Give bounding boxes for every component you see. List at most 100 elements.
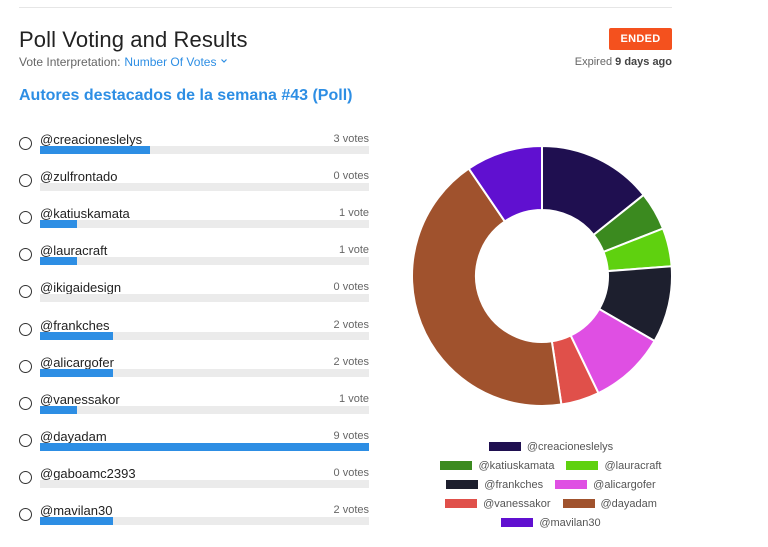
poll-option-bar-track xyxy=(40,220,369,229)
legend-swatch xyxy=(562,499,595,508)
poll-option[interactable]: @lauracraft 1 vote xyxy=(19,243,369,274)
legend-item[interactable]: @mavilan30 xyxy=(501,516,601,529)
vote-interpretation-dropdown[interactable]: Number Of Votes xyxy=(124,55,228,69)
poll-option[interactable]: @vanessakor 1 vote xyxy=(19,391,369,423)
poll-option-votes: 3 votes xyxy=(333,133,369,145)
legend-item[interactable]: @lauracraft xyxy=(566,459,662,472)
legend-item[interactable]: @alicargofer xyxy=(555,479,656,491)
poll-option-bar-track xyxy=(40,257,369,266)
legend-item[interactable]: @frankches xyxy=(446,479,543,491)
poll-option-votes: 1 vote xyxy=(339,244,369,257)
legend-label: @dayadam xyxy=(600,497,657,510)
donut-slice xyxy=(411,167,563,407)
poll-option-label: @lauracraft xyxy=(40,243,108,259)
poll-option-label: @alicargofer xyxy=(40,354,114,370)
poll-option-radio[interactable] xyxy=(19,211,32,225)
legend-swatch xyxy=(555,480,588,489)
legend-label: @vanessakor xyxy=(483,497,551,510)
legend-swatch xyxy=(566,461,599,470)
poll-option-label: @frankches xyxy=(40,317,110,333)
poll-option-bar-fill xyxy=(40,220,77,229)
legend-item[interactable]: @dayadam xyxy=(562,497,657,510)
poll-option[interactable]: @gaboamc2393 0 votes xyxy=(19,466,369,497)
poll-option-bar-track xyxy=(40,146,369,154)
poll-option-bar-fill xyxy=(40,405,77,414)
poll-option[interactable]: @zulfrontado 0 votes xyxy=(19,169,369,200)
expired-prefix: Expired xyxy=(574,56,613,68)
legend-swatch xyxy=(501,518,534,527)
poll-option-bar-fill xyxy=(40,368,114,377)
poll-option-bar-track xyxy=(40,183,369,192)
legend-swatch xyxy=(445,499,478,508)
legend-item[interactable]: @creacioneslelys xyxy=(488,440,614,453)
poll-option-bar-track xyxy=(40,442,369,451)
expired-text: Expired 9 days ago xyxy=(575,56,672,68)
poll-option-radio[interactable] xyxy=(19,248,32,262)
status-badge: ENDED xyxy=(609,28,672,50)
poll-option-radio[interactable] xyxy=(19,433,32,447)
legend-label: @creacioneslelys xyxy=(526,440,614,453)
poll-option-label: @dayadam xyxy=(40,428,107,444)
poll-option-radio[interactable] xyxy=(19,359,32,373)
chevron-down-icon xyxy=(221,59,228,63)
poll-option-radio[interactable] xyxy=(19,322,32,336)
poll-option-label: @katiuskamata xyxy=(40,206,130,222)
poll-option-votes: 1 vote xyxy=(339,392,369,405)
poll-option-bar-fill xyxy=(40,146,150,154)
legend-row: @vanessakor @dayadam xyxy=(419,494,683,513)
poll-option-votes: 2 votes xyxy=(333,355,369,368)
poll-option-radio[interactable] xyxy=(19,137,32,150)
legend-label: @mavilan30 xyxy=(539,516,601,529)
poll-option-votes: 0 votes xyxy=(333,466,369,479)
poll-option-bar-track xyxy=(40,368,369,377)
poll-option-label: @ikigaidesign xyxy=(40,280,122,296)
legend-row: @creacioneslelys xyxy=(419,437,683,456)
expired-value: 9 days ago xyxy=(615,56,672,68)
legend-item[interactable]: @katiuskamata xyxy=(440,460,554,472)
legend-label: @frankches xyxy=(484,478,544,491)
poll-option-votes: 0 votes xyxy=(333,170,369,183)
page-title: Poll Voting and Results xyxy=(19,27,248,52)
poll-option[interactable]: @dayadam 9 votes xyxy=(19,428,369,460)
poll-option-radio[interactable] xyxy=(19,174,32,188)
top-divider xyxy=(19,7,672,8)
legend-label: @katiuskamata xyxy=(478,459,555,472)
legend-item[interactable]: @vanessakor xyxy=(445,497,551,510)
poll-option[interactable]: @mavilan30 2 votes xyxy=(19,503,369,534)
poll-title: Autores destacados de la semana #43 (Pol… xyxy=(19,87,353,104)
donut-chart xyxy=(411,144,673,407)
poll-option[interactable]: @frankches 2 votes xyxy=(19,317,369,349)
poll-option-votes: 1 vote xyxy=(339,207,369,220)
chart-legend: @creacioneslelys @katiuskamata @lauracraft… xyxy=(419,437,683,532)
poll-option[interactable]: @katiuskamata 1 vote xyxy=(19,206,369,237)
poll-option-radio[interactable] xyxy=(19,285,32,299)
poll-option-bar-track xyxy=(40,517,369,525)
poll-option-votes: 9 votes xyxy=(333,429,369,442)
vote-interpretation: Vote Interpretation: Number Of Votes xyxy=(19,55,228,69)
poll-option[interactable]: @ikigaidesign 0 votes xyxy=(19,280,369,311)
poll-option[interactable]: @alicargofer 2 votes xyxy=(19,354,369,386)
poll-option[interactable]: @creacioneslelys 3 votes xyxy=(19,132,369,163)
poll-option-votes: 0 votes xyxy=(333,281,369,294)
legend-label: @lauracraft xyxy=(604,459,662,472)
poll-option-label: @creacioneslelys xyxy=(40,132,143,147)
legend-label: @alicargofer xyxy=(593,478,656,491)
poll-option-votes: 2 votes xyxy=(333,504,369,516)
poll-option-bar-fill xyxy=(40,331,114,340)
poll-option-votes: 2 votes xyxy=(333,318,369,331)
poll-option-radio[interactable] xyxy=(19,470,32,484)
legend-row: @mavilan30 xyxy=(419,513,683,532)
poll-option-label: @mavilan30 xyxy=(40,503,113,518)
legend-row: @katiuskamata @lauracraft xyxy=(419,456,683,475)
poll-option-radio[interactable] xyxy=(19,396,32,410)
donut-slice xyxy=(467,144,543,223)
poll-option-bar-track xyxy=(40,331,369,340)
legend-row: @frankches @alicargofer xyxy=(419,475,683,494)
poll-option-label: @vanessakor xyxy=(40,391,120,407)
poll-option-bar-fill xyxy=(40,517,114,525)
vote-interpretation-value: Number Of Votes xyxy=(124,55,217,69)
poll-option-bar-track xyxy=(40,294,369,303)
poll-option-label: @zulfrontado xyxy=(40,169,118,185)
poll-option-bar-track xyxy=(40,479,369,488)
poll-option-radio[interactable] xyxy=(19,508,32,521)
